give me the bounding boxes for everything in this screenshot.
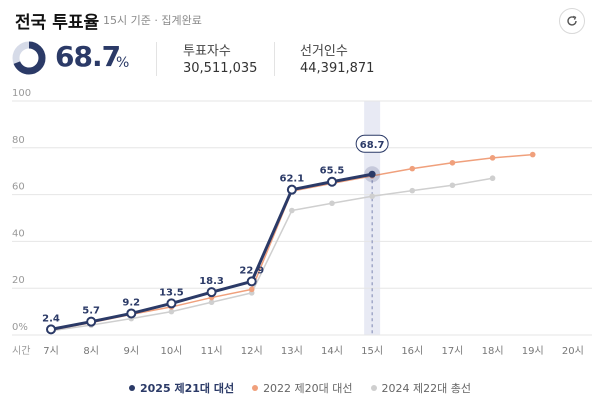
data-point	[86, 316, 97, 327]
divider	[274, 42, 275, 76]
divider	[156, 42, 157, 76]
voters-label: 투표자수	[183, 44, 231, 59]
data-label: 2.4	[42, 313, 60, 324]
turnout-line-chart: 0% 20 40 60 80 100 시간 7시 8시 9시 10시 11시 12시 13시 14시 15시 1…	[12, 88, 592, 357]
data-point	[46, 324, 56, 335]
turnout-rate: 68.7	[55, 40, 121, 73]
data-label: 9.2	[122, 297, 140, 308]
x-tick-label: 14시	[321, 345, 343, 357]
legend-item-2024[interactable]: 2024 제22대 총선	[370, 380, 471, 396]
current-value-bubble	[355, 134, 389, 153]
y-tick-label: 0%	[12, 322, 28, 333]
y-tick-label: 60	[12, 182, 25, 193]
data-label: 22.9	[239, 265, 264, 276]
data-point	[489, 155, 496, 161]
series-line	[50, 177, 493, 332]
legend-dot	[129, 385, 135, 391]
legend-item-2025[interactable]: 2025 제21대 대선	[129, 380, 234, 396]
current-value-label: 68.7	[360, 140, 385, 151]
y-tick-label: 40	[12, 228, 25, 239]
data-point	[166, 298, 177, 309]
data-point	[168, 308, 175, 315]
x-tick-label: 20시	[562, 345, 584, 357]
data-point	[246, 276, 257, 287]
data-point	[449, 182, 456, 189]
page-title: 전국 투표율	[15, 13, 100, 33]
x-tick-label: 11시	[201, 345, 223, 357]
x-tick-label: 19시	[522, 345, 544, 357]
electors-value: 44,391,871	[300, 61, 375, 76]
data-label: 18.3	[199, 276, 224, 287]
legend-label: 2025 제21대 대선	[140, 382, 235, 395]
x-tick-label: 17시	[441, 345, 463, 357]
data-point	[248, 286, 255, 293]
voters-value: 30,511,035	[183, 61, 258, 76]
data-label: 5.7	[82, 306, 100, 317]
x-tick-label: 15시	[361, 345, 383, 357]
data-point	[327, 176, 337, 187]
data-point	[286, 184, 297, 195]
refresh-icon	[567, 15, 577, 26]
x-tick-label: 8시	[83, 345, 99, 357]
turnout-rate-unit: %	[116, 55, 130, 71]
data-point	[409, 187, 416, 194]
data-point	[329, 200, 335, 207]
x-tick-label: 12시	[241, 345, 263, 357]
x-tick-label: 10시	[160, 345, 182, 357]
legend-dot	[252, 385, 259, 391]
data-point	[289, 207, 295, 214]
x-tick-label: 16시	[401, 345, 423, 357]
chart-legend: 2025 제21대 대선 2022 제20대 대선 2024 제22대 총선	[0, 380, 600, 396]
x-tick-label: 7시	[43, 345, 59, 357]
y-tick-label: 100	[12, 88, 31, 99]
data-label: 65.5	[320, 166, 345, 177]
legend-label: 2024 제22대 총선	[381, 382, 471, 395]
y-tick-label: 80	[12, 135, 25, 146]
current-point	[368, 170, 376, 178]
data-point	[208, 299, 215, 306]
electors-label: 선거인수	[300, 44, 348, 59]
refresh-button[interactable]	[559, 8, 585, 34]
x-tick-label: 9시	[124, 345, 140, 357]
data-point	[409, 165, 416, 172]
legend-label: 2022 제20대 대선	[263, 382, 353, 395]
data-label: 62.1	[280, 174, 305, 185]
data-point	[489, 175, 496, 182]
x-tick-label: 13시	[281, 345, 303, 357]
data-point	[449, 159, 456, 166]
y-tick-label: 20	[12, 275, 25, 286]
x-axis-label: 시간	[12, 345, 30, 357]
turnout-donut	[12, 41, 46, 75]
data-point	[529, 151, 536, 158]
x-tick-label: 18시	[482, 345, 504, 357]
data-point	[126, 308, 137, 319]
data-label: 13.5	[159, 287, 184, 298]
legend-dot	[370, 385, 377, 391]
page-subtitle: 15시 기준 · 집계완료	[103, 14, 202, 27]
data-point	[369, 193, 375, 200]
legend-item-2022[interactable]: 2022 제20대 대선	[252, 380, 353, 396]
data-point	[206, 287, 217, 298]
